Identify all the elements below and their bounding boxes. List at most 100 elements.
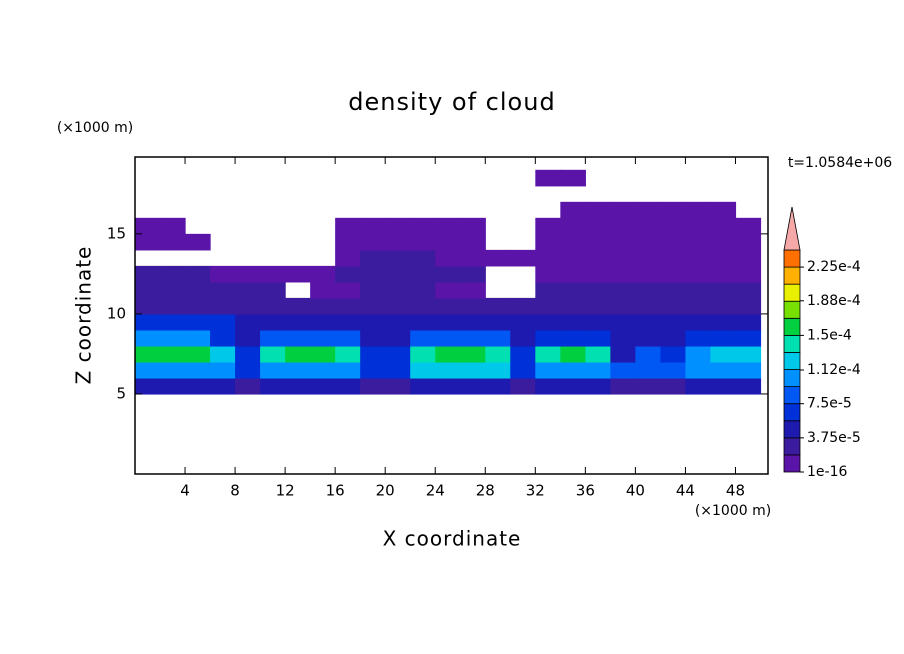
- contour-cell: [335, 233, 361, 251]
- contour-cell: [210, 329, 236, 347]
- x-tick-label: 4: [180, 482, 190, 500]
- contour-cell: [610, 249, 636, 267]
- contour-cell: [435, 249, 461, 267]
- contour-cell: [510, 361, 536, 379]
- contour-cell: [385, 345, 411, 363]
- contour-cell: [710, 313, 737, 331]
- contour-cell: [235, 345, 261, 363]
- contour-cell: [535, 329, 561, 347]
- contour-cell: [335, 297, 361, 315]
- contour-cell: [135, 233, 161, 251]
- contour-cell: [285, 345, 311, 363]
- contour-cell: [510, 297, 536, 315]
- contour-cell: [285, 265, 311, 283]
- contour-cell: [710, 265, 737, 283]
- colorbar-band: [783, 437, 801, 456]
- contour-cell: [310, 345, 336, 363]
- contour-cell: [535, 249, 561, 267]
- time-annotation: t=1.0584e+06: [788, 155, 892, 171]
- contour-cell: [310, 297, 336, 315]
- contour-cell: [260, 313, 286, 331]
- contour-cell: [735, 217, 762, 235]
- colorbar-band: [783, 249, 801, 268]
- contour-cell: [485, 313, 511, 331]
- contour-cell: [510, 329, 536, 347]
- contour-cell: [385, 329, 411, 347]
- colorbar-band: [783, 454, 801, 473]
- contour-cell: [585, 329, 611, 347]
- contour-cell: [460, 217, 486, 235]
- contour-cell: [210, 345, 236, 363]
- contour-cell: [660, 233, 687, 251]
- contour-cell: [585, 361, 611, 379]
- contour-cell: [360, 265, 386, 283]
- y-tick-label: 10: [107, 304, 126, 322]
- contour-cell: [435, 233, 461, 251]
- contour-cell: [185, 281, 211, 299]
- contour-cell: [560, 345, 586, 363]
- contour-cell: [360, 233, 386, 251]
- colorbar-band: [783, 300, 801, 319]
- contour-cell: [510, 345, 536, 363]
- contour-cell: [735, 313, 762, 331]
- contour-cell: [135, 361, 161, 379]
- contour-cell: [735, 249, 762, 267]
- contour-cell: [685, 377, 712, 395]
- contour-cell: [310, 265, 336, 283]
- contour-cell: [160, 329, 186, 347]
- contour-cell: [235, 361, 261, 379]
- contour-cell: [335, 265, 361, 283]
- contour-cell: [585, 345, 611, 363]
- contour-cell: [485, 361, 511, 379]
- contour-cell: [560, 281, 586, 299]
- contour-cell: [185, 329, 211, 347]
- colorbar-label: 7.5e-5: [807, 396, 852, 412]
- contour-cell: [160, 297, 186, 315]
- contour-cell: [685, 313, 712, 331]
- contour-cell: [360, 217, 386, 235]
- contour-cell: [435, 345, 461, 363]
- x-tick-label: 32: [526, 482, 545, 500]
- contour-cell: [560, 217, 586, 235]
- contour-cell: [335, 345, 361, 363]
- contour-cell: [435, 313, 461, 331]
- colorbar-band: [783, 403, 801, 422]
- contour-cell: [260, 329, 286, 347]
- contour-cell: [635, 361, 662, 379]
- contour-cell: [360, 297, 386, 315]
- contour-cell: [135, 265, 161, 283]
- colorbar-label: 1.88e-4: [807, 293, 861, 309]
- contour-cell: [535, 265, 561, 283]
- contour-cell: [185, 297, 211, 315]
- contour-cell: [660, 313, 687, 331]
- contour-cell: [185, 345, 211, 363]
- contour-cell: [235, 329, 261, 347]
- colorbar-band: [783, 420, 801, 439]
- contour-cell: [385, 313, 411, 331]
- contour-cell: [435, 281, 461, 299]
- contour-cell: [485, 329, 511, 347]
- contour-cell: [735, 297, 762, 315]
- contour-cell: [385, 281, 411, 299]
- contour-cell: [535, 169, 561, 187]
- contour-cell: [710, 329, 737, 347]
- contour-cell: [460, 313, 486, 331]
- contour-cell: [660, 361, 687, 379]
- contour-cell: [260, 377, 286, 395]
- contour-cell: [185, 377, 211, 395]
- contour-cell: [660, 329, 687, 347]
- contour-cell: [360, 313, 386, 331]
- contour-cell: [635, 233, 662, 251]
- contour-cell: [235, 313, 261, 331]
- contour-cell: [560, 313, 586, 331]
- contour-cell: [385, 377, 411, 395]
- contour-cell: [635, 313, 662, 331]
- colorbar-band: [783, 334, 801, 353]
- contour-cell: [260, 297, 286, 315]
- contour-cell: [160, 217, 186, 235]
- contour-cell: [610, 281, 636, 299]
- contour-cell: [210, 281, 236, 299]
- contour-cell: [435, 265, 461, 283]
